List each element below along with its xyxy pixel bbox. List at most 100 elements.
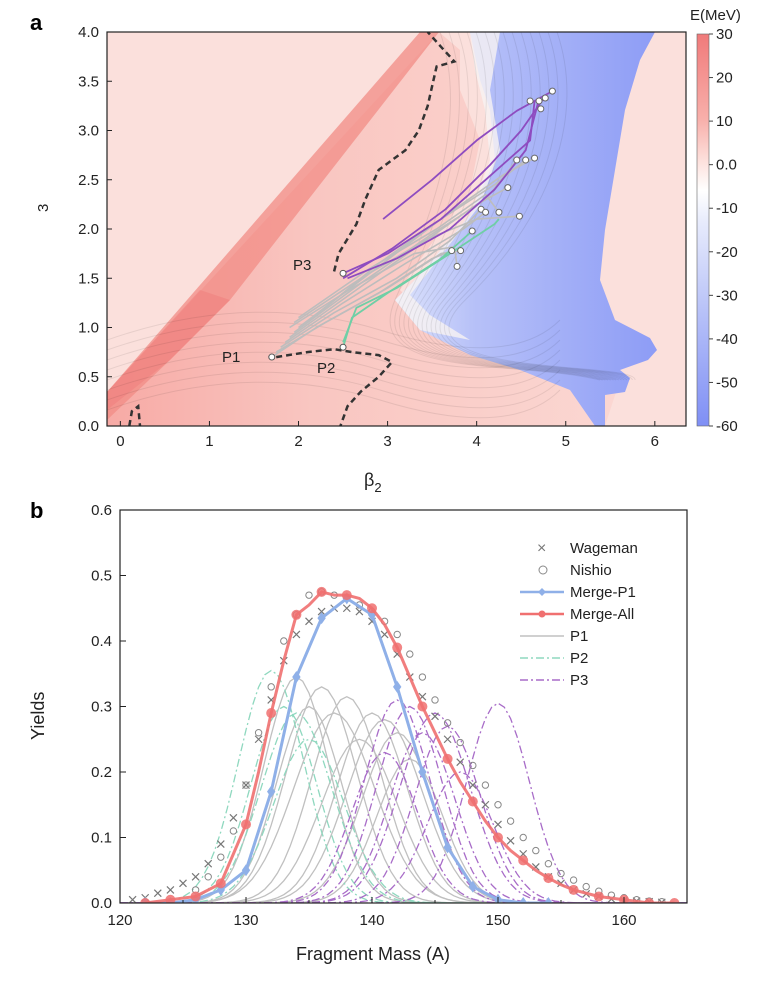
legend-nishio: Nishio [570,562,612,579]
nishio-point [519,833,527,842]
p3-curve [120,725,687,903]
merge-p1-point [468,880,477,893]
panel-a-ylabel: 3 [35,204,52,212]
merge-all-point [190,891,201,902]
legend-p1: P1 [570,628,588,645]
panel-b-ylabel: Yields [28,692,48,740]
panel-a-axes: 0 1 2 3 4 5 6 0.0 0.5 1.0 1.5 2.0 2.5 3.0 3.5 4.0 [78,24,659,450]
contour-line [398,32,606,381]
panel-b-axes: 120 130 140 150 160 0.0 0.1 0.2 0.3 0.4 0.5 0.6 [91,502,636,929]
trajectory-p3 [347,98,540,280]
nishio-point [481,781,490,789]
barrier-line [332,32,457,272]
contour-line [426,32,622,381]
p3-curve [120,731,687,903]
trajectory-endpoint [541,94,549,102]
trajectory-endpoint [548,87,556,95]
trajectory-endpoint [535,97,543,105]
wageman-point [216,840,225,848]
panel-b-label: b [30,498,43,523]
p2-curve [120,712,687,903]
barrier-line [276,347,395,426]
nishio-point [204,873,212,881]
nishio-point [267,683,275,691]
merge-all-line [145,590,675,903]
colorbar-tick-label: 30 [716,26,733,43]
trajectories-p3 [342,90,553,280]
trajectory-p1 [293,215,520,324]
barrier-lines [128,32,457,426]
panel-b: 120 130 140 150 160 0.0 0.1 0.2 0.3 0.4 0.5 0.6 Fra… [28,502,688,964]
nishio-point [532,846,540,855]
wageman-point [128,895,137,903]
colorbar-tick-label: -10 [716,200,738,217]
p1-curve [120,712,687,903]
wageman-point [494,820,502,829]
wageman-point [305,617,313,626]
panel-b-xlabel: Fragment Mass (A) [296,944,450,964]
merge-all-point [467,796,478,807]
xlabel-sub: 2 [374,480,381,495]
merge-all-point [266,708,277,719]
wageman-point [166,885,175,894]
merge-all-point [215,878,226,889]
nishio-point [544,860,553,868]
trajectory-endpoint [448,247,456,255]
p3-curve [120,702,687,903]
wageman-point [317,607,326,616]
contour-line [107,311,561,349]
merge-all-point [316,586,327,597]
panel-b-ytick-label: 0.3 [91,699,112,716]
wageman-point [153,889,162,898]
p1-curve [120,705,687,903]
trajectory-endpoint [457,247,465,255]
colorbar-ticks: 30 20 10 0.0 -10 -20 -30 -40 -50 -60 [709,26,738,435]
p1-curve [120,686,687,903]
legend-merge-all-marker [538,610,546,618]
start-point [268,353,276,361]
nishio-point [557,869,565,878]
contour-line [412,32,614,381]
merge-all-point [165,894,176,903]
panel-b-xtick-label: 160 [611,912,636,929]
nishio-point [418,673,427,681]
merge-p1-point [443,841,452,854]
trajectory-p3 [382,90,553,220]
contour-line [107,361,561,399]
panel-a-ytick-label: 1.5 [78,270,99,287]
nishio-point [254,729,263,737]
panel-a-ytick-label: 2.5 [78,172,99,189]
p1-curve [120,758,687,903]
panel-a-xtick-label: 2 [294,433,302,450]
panel-b-xtick-label: 140 [359,912,384,929]
p1-curve [120,731,687,903]
merge-all-point [392,642,403,653]
nishio-point [280,637,288,645]
trajectory-endpoint [526,97,534,105]
colorbar-tick-label: -30 [716,287,738,304]
p3-curve [120,751,687,903]
trajectory-endpoint [495,208,503,216]
wageman-point [506,836,515,845]
trajectory-endpoint [453,262,461,270]
transition-zone [395,32,500,340]
panel-a-ytick-label: 0.5 [78,369,99,386]
panel-a-ytick-label: 1.0 [78,320,99,337]
wageman-point [468,781,477,790]
trajectory-endpoint [537,105,545,113]
colorbar-tick-label: -60 [716,418,738,435]
merge-p1-line [145,596,549,903]
nishio-point [582,882,590,891]
panel-a-ytick-label: 2.0 [78,221,99,238]
xlabel-beta: β [364,470,374,490]
panel-a-ytick-label: 4.0 [78,24,99,41]
merge-p1-point [317,612,326,625]
contour-line [403,32,609,381]
contour-line [430,32,625,381]
merge-all-point [140,898,151,903]
legend-wageman: Wageman [570,540,638,557]
legend: × Wageman Nishio Merge-P1 Merge-All P1 P… [520,540,638,689]
merge-p1-point [519,897,528,903]
merge-all-point [568,884,579,895]
nishio-point [393,630,401,639]
